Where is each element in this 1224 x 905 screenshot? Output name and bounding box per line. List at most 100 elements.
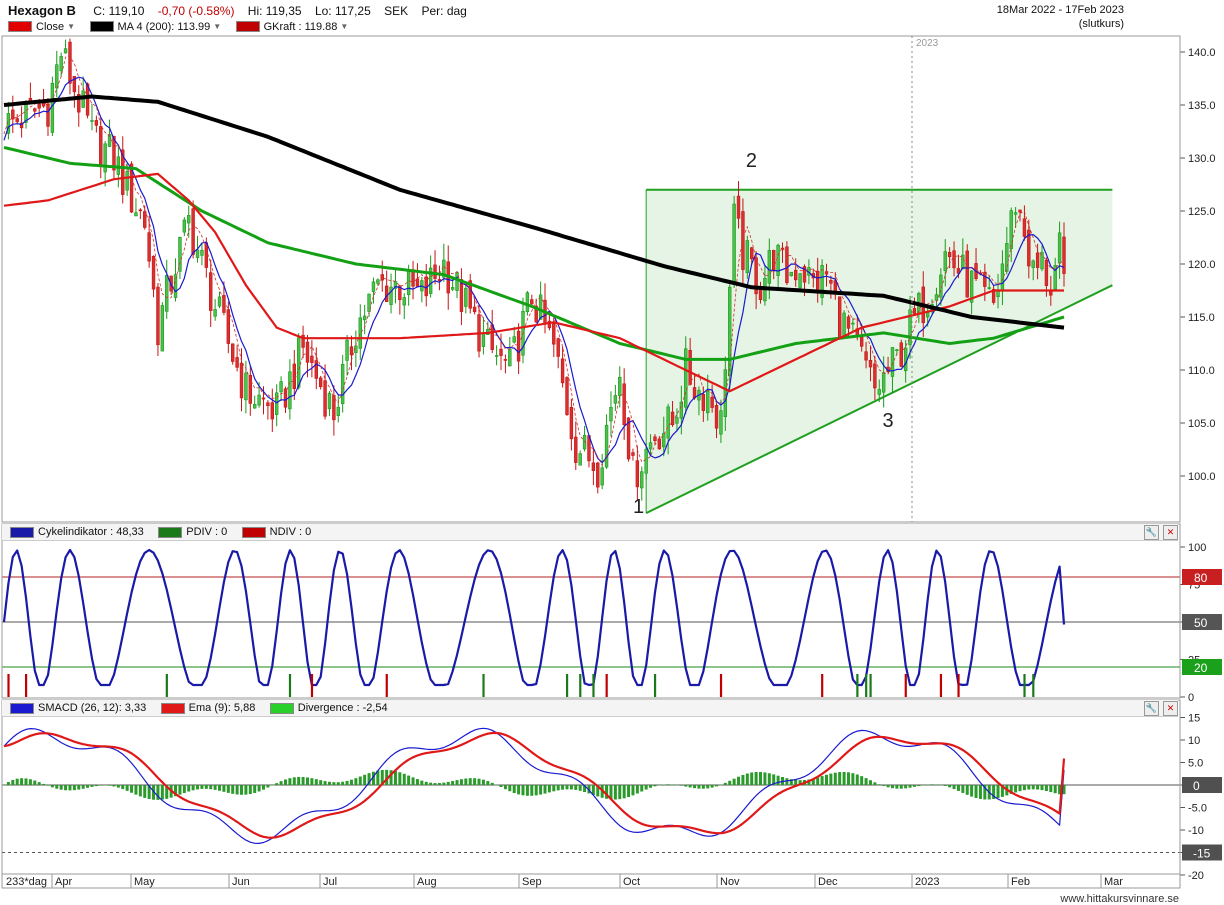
divergence-bar <box>926 784 930 786</box>
legend-ndiv: NDIV : 0 <box>241 526 311 538</box>
legend-ma200[interactable]: MA 4 (200): 113.99 ▼ <box>89 21 222 33</box>
candle-body <box>187 215 191 224</box>
candle-body <box>147 232 151 262</box>
divergence-bar <box>1022 785 1026 791</box>
divergence-bar <box>143 785 147 798</box>
level-badge-label: 50 <box>1194 616 1208 630</box>
close-icon[interactable]: ✕ <box>1163 701 1178 716</box>
divergence-bar <box>222 785 226 792</box>
candle-body <box>1027 229 1031 267</box>
candle-body <box>209 272 213 311</box>
divergence-bar <box>838 772 842 785</box>
divergence-bar <box>895 785 899 789</box>
candle-body <box>943 251 947 271</box>
divergence-bar <box>15 778 19 785</box>
divergence-bar <box>134 785 138 795</box>
divergence-bar <box>992 785 996 800</box>
candle-body <box>675 417 679 424</box>
candle-body <box>296 337 301 388</box>
legend-close[interactable]: Close ▼ <box>8 21 75 33</box>
divergence-bar <box>697 785 701 789</box>
candle-body <box>626 417 631 460</box>
candle-body <box>578 453 582 466</box>
chevron-down-icon[interactable]: ▼ <box>67 22 76 31</box>
candle-body <box>565 377 569 415</box>
candle-body <box>582 434 587 450</box>
divergence-bar <box>191 785 195 791</box>
ndiv-bar <box>24 674 28 697</box>
candle-body <box>767 250 772 284</box>
divergence-bar <box>539 785 543 795</box>
divergence-bar <box>121 785 125 790</box>
divergence-bar <box>292 777 296 785</box>
candle-body <box>72 76 77 93</box>
candle-body <box>121 149 125 195</box>
candle-body <box>829 279 833 284</box>
candle-body <box>1044 259 1049 286</box>
divergence-bar <box>930 784 934 785</box>
divergence-bar <box>46 785 50 786</box>
divergence-bar <box>218 785 222 791</box>
legend-cycle-label: Cykelindikator : 48,33 <box>38 526 144 538</box>
candle-body <box>55 64 59 89</box>
cycle-panel-header: Cykelindikator : 48,33 PDIV : 0 NDIV : 0… <box>2 524 1178 541</box>
divergence-bar <box>288 778 292 785</box>
divergence-bar <box>525 785 529 796</box>
divergence-bar <box>301 777 305 785</box>
candle-body <box>389 286 393 306</box>
y-tick-label: 135.0 <box>1188 100 1216 112</box>
wrench-icon[interactable]: 🔧 <box>1144 701 1159 716</box>
divergence-bar <box>547 785 551 793</box>
legend-close-label: Close <box>36 20 65 33</box>
divergence-bar <box>116 785 120 788</box>
divergence-bar <box>842 771 846 785</box>
chevron-down-icon[interactable]: ▼ <box>340 22 349 31</box>
wrench-icon[interactable]: 🔧 <box>1144 525 1159 540</box>
candle-body <box>851 322 855 325</box>
divergence-bar <box>55 785 59 789</box>
candle-body <box>912 308 917 314</box>
cycle-panel: 1007550250805020 <box>2 542 1222 704</box>
divergence-bar <box>1014 785 1018 793</box>
divergence-bar <box>921 785 925 786</box>
candle-body <box>173 274 178 298</box>
candle-body <box>244 372 248 401</box>
divergence-bar <box>943 785 947 786</box>
divergence-bar <box>904 785 908 789</box>
candle-body <box>428 267 433 294</box>
chevron-down-icon[interactable]: ▼ <box>213 22 222 31</box>
candle-body <box>1049 291 1053 296</box>
divergence-bar <box>715 785 719 787</box>
divergence-bar <box>270 785 274 786</box>
candle-body <box>591 462 596 471</box>
low-value: Lo: 117,25 <box>314 4 371 18</box>
divergence-bar <box>380 770 384 785</box>
pdiv-bar <box>565 674 569 697</box>
candle-body <box>820 265 824 298</box>
candle-body <box>719 410 723 435</box>
candle-body <box>934 294 939 301</box>
divergence-bar <box>886 785 890 788</box>
divergence-bar <box>94 785 98 787</box>
candle-body <box>1031 260 1035 268</box>
legend-gkraft-swatch <box>235 21 260 32</box>
divergence-bar <box>917 785 921 786</box>
divergence-bar <box>332 782 336 785</box>
candle-body <box>15 118 19 123</box>
divergence-bar <box>1031 785 1035 790</box>
ndiv-bar <box>904 674 907 697</box>
divergence-bar <box>1036 785 1040 790</box>
close-icon[interactable]: ✕ <box>1163 525 1178 540</box>
y-tick-label: 10 <box>1188 735 1200 747</box>
divergence-bar <box>156 785 160 800</box>
candle-body <box>68 41 72 84</box>
candle-body <box>754 257 758 295</box>
legend-gkraft[interactable]: GKraft : 119.88 ▼ <box>235 21 349 33</box>
candle-body <box>947 252 952 258</box>
gkraft-line <box>3 172 1064 393</box>
divergence-bar <box>741 774 745 785</box>
divergence-bar <box>253 785 257 793</box>
divergence-bar <box>442 782 446 785</box>
divergence-bar <box>68 785 72 791</box>
